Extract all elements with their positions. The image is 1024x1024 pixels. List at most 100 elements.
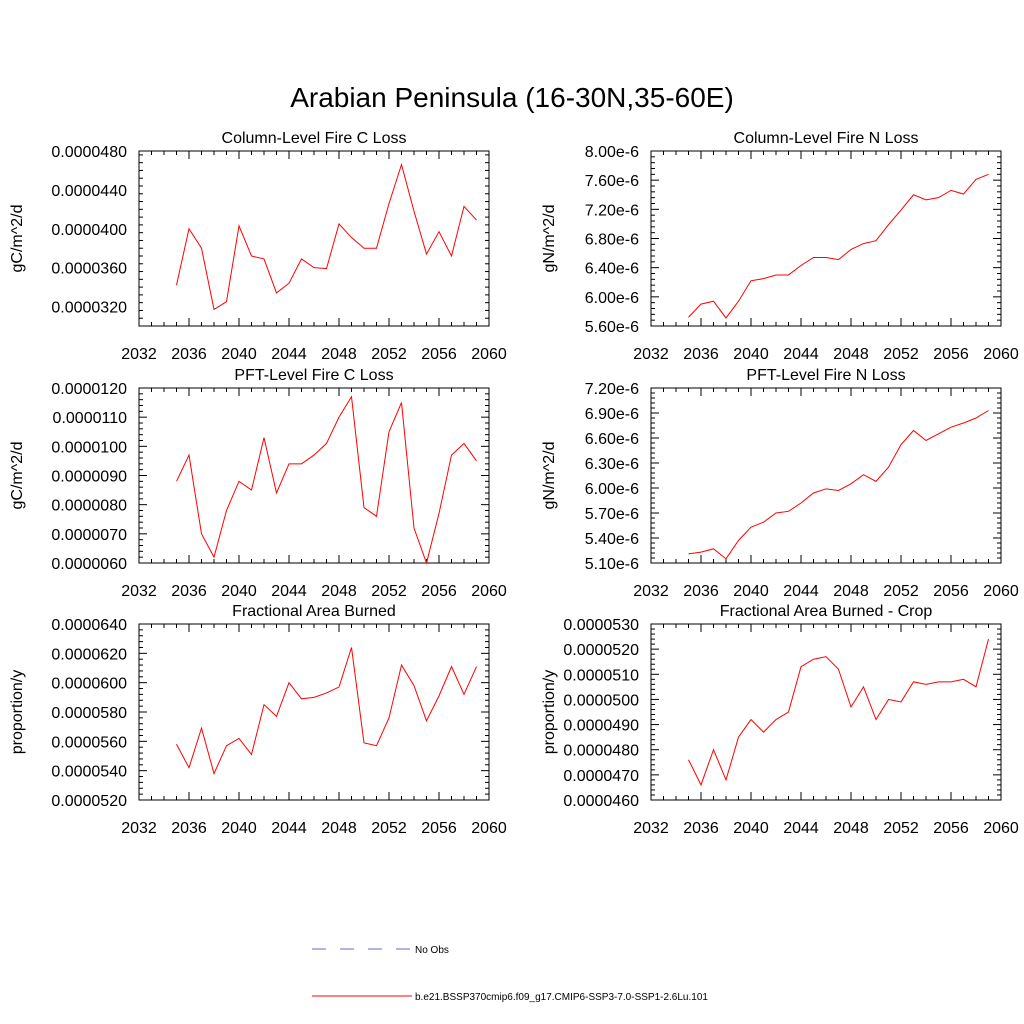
y-tick-label: 0.0000500: [563, 692, 639, 709]
y-tick-label: 0.0000530: [563, 617, 639, 634]
x-tick-label: 2056: [933, 583, 969, 600]
y-tick-label: 0.0000560: [51, 734, 127, 751]
legend-label-model-run: b.e21.BSSP370cmip6.f09_g17.CMIP6-SSP3-7.…: [415, 992, 708, 1003]
series-line: [176, 647, 477, 776]
y-tick-label: 0.0000100: [51, 439, 127, 456]
y-tick-label: 0.0000440: [51, 183, 127, 200]
x-tick-label: 2040: [733, 346, 769, 363]
x-tick-label: 2040: [221, 346, 257, 363]
y-tick-label: 0.0000510: [563, 667, 639, 684]
chart-panel-2: Column-Level Fire N Loss 2032 2036 2040 2044…: [541, 130, 1019, 363]
plot-frame: [650, 387, 1002, 564]
y-tick-label: 8.00e-6: [585, 144, 639, 161]
x-tick-label: 2036: [171, 583, 207, 600]
y-tick-label: 0.0000080: [51, 498, 127, 515]
y-tick-label: 0.0000460: [563, 793, 639, 810]
y-tick-label: 0.0000400: [51, 222, 127, 239]
y-tick-label: 0.0000070: [51, 527, 127, 544]
x-tick-label: 2056: [421, 346, 457, 363]
y-tick-label: 7.60e-6: [585, 173, 639, 190]
x-tick-label: 2036: [171, 820, 207, 837]
x-tick-label: 2060: [983, 583, 1019, 600]
y-tick-label: 0.0000060: [51, 556, 127, 573]
x-tick-label: 2044: [783, 583, 819, 600]
y-axis-label: proportion/y: [541, 670, 558, 755]
panel-title: Fractional Area Burned - Crop: [720, 603, 933, 620]
x-tick-label: 2040: [733, 820, 769, 837]
x-tick-label: 2036: [683, 820, 719, 837]
y-tick-label: 6.80e-6: [585, 232, 639, 249]
y-tick-label: 0.0000470: [563, 768, 639, 785]
x-tick-label: 2052: [883, 583, 919, 600]
x-tick-label: 2040: [221, 583, 257, 600]
x-tick-label: 2048: [321, 583, 357, 600]
y-tick-label: 0.0000110: [53, 410, 128, 427]
x-tick-label: 2060: [471, 346, 507, 363]
y-tick-label: 5.70e-6: [585, 506, 639, 523]
y-tick-label: 0.0000360: [51, 261, 127, 278]
y-tick-label: 0.0000540: [51, 764, 127, 781]
y-tick-label: 0.0000520: [51, 793, 127, 810]
x-tick-label: 2052: [883, 820, 919, 837]
x-tick-label: 2032: [121, 583, 157, 600]
series-line: [688, 410, 989, 560]
x-tick-label: 2052: [371, 346, 407, 363]
plot-frame: [138, 150, 490, 327]
x-tick-label: 2048: [833, 346, 869, 363]
y-axis-label: gN/m^2/d: [541, 205, 558, 273]
y-tick-label: 7.20e-6: [585, 381, 639, 398]
plot-frame: [650, 150, 1002, 327]
x-tick-label: 2048: [321, 820, 357, 837]
y-tick-label: 0.0000580: [51, 705, 127, 722]
x-tick-label: 2036: [683, 583, 719, 600]
series-line: [688, 638, 989, 787]
y-tick-label: 6.00e-6: [585, 481, 639, 498]
series-line: [176, 395, 477, 565]
y-tick-label: 7.20e-6: [585, 202, 639, 219]
panel-title: PFT-Level Fire C Loss: [234, 367, 393, 384]
x-tick-label: 2052: [371, 583, 407, 600]
y-tick-label: 5.60e-6: [585, 319, 639, 336]
y-tick-label: 6.30e-6: [585, 456, 639, 473]
y-tick-label: 6.60e-6: [585, 431, 639, 448]
x-tick-label: 2040: [221, 820, 257, 837]
x-tick-label: 2040: [733, 583, 769, 600]
chart-panel-5: Fractional Area Burned 2032 2036 2040 2044 20…: [9, 603, 507, 837]
chart-panel-3: PFT-Level Fire C Loss 2032 2036 2040 2044 204…: [9, 367, 507, 600]
y-tick-label: 6.00e-6: [585, 290, 639, 307]
y-tick-label: 0.0000490: [563, 718, 639, 735]
x-tick-label: 2056: [421, 820, 457, 837]
plot-frame: [138, 623, 490, 801]
x-tick-label: 2048: [321, 346, 357, 363]
y-tick-label: 0.0000120: [51, 381, 127, 398]
x-tick-label: 2052: [371, 820, 407, 837]
plot-frame: [650, 623, 1002, 801]
chart-panel-6: Fractional Area Burned - Crop 2032 2036 204…: [541, 603, 1019, 837]
x-tick-label: 2044: [783, 346, 819, 363]
chart-panels: Column-Level Fire C Loss 2032 2036 2040 2044…: [9, 130, 1019, 837]
x-tick-label: 2056: [933, 820, 969, 837]
y-tick-label: 6.90e-6: [585, 406, 639, 423]
x-tick-label: 2044: [783, 820, 819, 837]
panel-title: Column-Level Fire N Loss: [734, 130, 919, 147]
y-tick-label: 0.0000320: [51, 300, 127, 317]
x-tick-label: 2052: [883, 346, 919, 363]
y-tick-label: 0.0000090: [51, 469, 127, 486]
y-axis-label: gN/m^2/d: [541, 442, 558, 510]
x-tick-label: 2048: [833, 583, 869, 600]
chart-panel-4: PFT-Level Fire N Loss 2032 2036 2040 2044 204…: [541, 367, 1019, 600]
x-tick-label: 2032: [633, 346, 669, 363]
legend: No Obs b.e21.BSSP370cmip6.f09_g17.CMIP6-…: [312, 945, 708, 1003]
x-tick-label: 2060: [471, 820, 507, 837]
y-tick-label: 6.40e-6: [585, 261, 639, 278]
plot-frame: [138, 387, 490, 564]
series-line: [688, 173, 989, 319]
panel-title: Column-Level Fire C Loss: [222, 130, 407, 147]
y-tick-label: 0.0000620: [51, 646, 127, 663]
y-tick-label: 5.40e-6: [585, 531, 639, 548]
x-tick-label: 2032: [633, 583, 669, 600]
x-tick-label: 2036: [171, 346, 207, 363]
x-tick-label: 2056: [421, 583, 457, 600]
x-tick-label: 2060: [983, 346, 1019, 363]
